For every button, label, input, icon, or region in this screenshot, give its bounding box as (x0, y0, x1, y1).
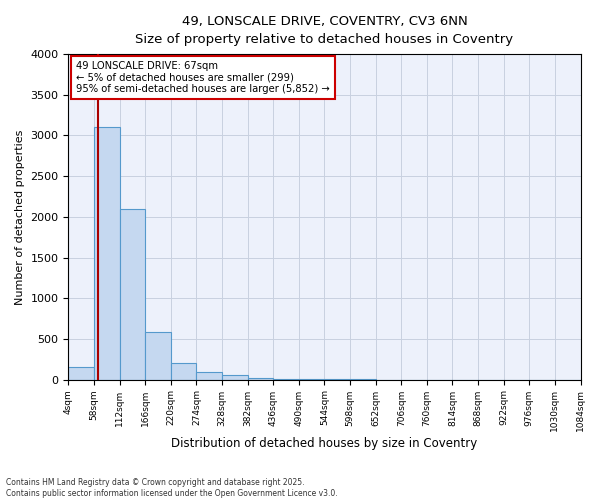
Bar (145, 332, 171, 380)
Bar (94, 128, 119, 380)
Bar (222, 375, 248, 380)
Title: 49, LONSCALE DRIVE, COVENTRY, CV3 6NN
Size of property relative to detached hous: 49, LONSCALE DRIVE, COVENTRY, CV3 6NN Si… (136, 15, 514, 46)
X-axis label: Distribution of detached houses by size in Coventry: Distribution of detached houses by size … (172, 437, 478, 450)
Text: 49 LONSCALE DRIVE: 67sqm
← 5% of detached houses are smaller (299)
95% of semi-d: 49 LONSCALE DRIVE: 67sqm ← 5% of detache… (76, 60, 330, 94)
Bar (248, 378, 273, 380)
Bar (119, 208, 145, 380)
Bar (171, 362, 196, 380)
Text: Contains HM Land Registry data © Crown copyright and database right 2025.
Contai: Contains HM Land Registry data © Crown c… (6, 478, 338, 498)
Bar (196, 372, 222, 380)
Y-axis label: Number of detached properties: Number of detached properties (15, 129, 25, 304)
Bar (68, 368, 94, 380)
Bar (273, 379, 299, 380)
